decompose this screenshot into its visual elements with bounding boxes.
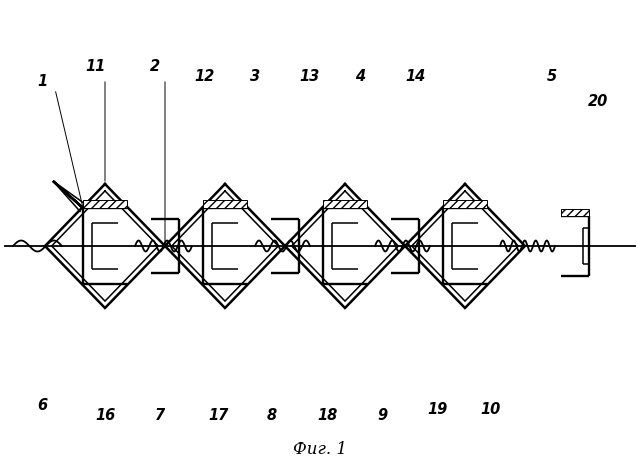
Text: 19: 19	[428, 402, 448, 416]
Text: 9: 9	[377, 408, 387, 424]
Text: 18: 18	[318, 408, 338, 424]
Text: 4: 4	[355, 69, 365, 83]
Text: 7: 7	[155, 408, 165, 424]
Text: 3: 3	[250, 69, 260, 83]
Bar	[83, 200, 127, 208]
Text: 5: 5	[547, 69, 557, 83]
Bar	[561, 209, 589, 216]
Text: 6: 6	[37, 398, 47, 414]
Text: 17: 17	[208, 408, 228, 424]
Text: 20: 20	[588, 94, 608, 108]
Bar	[203, 200, 247, 208]
Text: 2: 2	[150, 59, 160, 73]
Text: 1: 1	[37, 73, 47, 89]
Text: 8: 8	[267, 408, 277, 424]
Text: Фиг. 1: Фиг. 1	[293, 441, 347, 457]
Bar	[443, 200, 487, 208]
Text: 11: 11	[85, 59, 105, 73]
Text: 10: 10	[480, 402, 500, 416]
Text: 16: 16	[95, 408, 115, 424]
Text: 13: 13	[300, 69, 320, 83]
Bar	[323, 200, 367, 208]
Text: 14: 14	[405, 69, 425, 83]
Text: 12: 12	[195, 69, 215, 83]
